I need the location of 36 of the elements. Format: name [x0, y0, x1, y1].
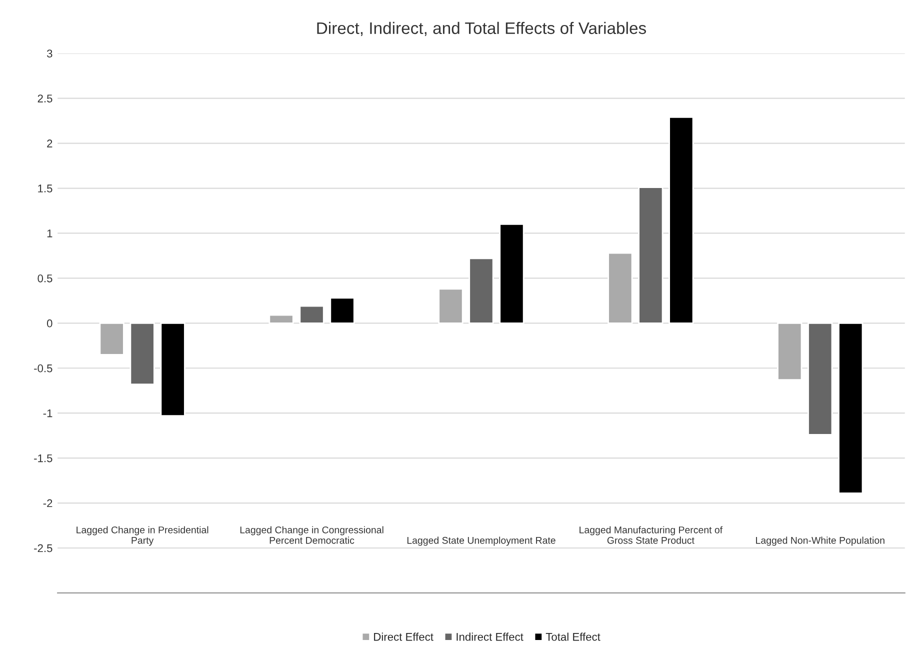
bar	[160, 322, 186, 416]
x-tick-label: Lagged Change in Presidential Party	[76, 526, 208, 546]
bar	[838, 322, 864, 494]
y-tick-label: 2	[47, 140, 52, 148]
legend-label: Indirect Effect	[456, 632, 524, 641]
bar	[268, 314, 294, 324]
legend-label: Total Effect	[546, 632, 600, 641]
y-tick-label: -1.5	[34, 454, 52, 462]
bar	[99, 322, 124, 356]
y-tick-label: -1	[43, 409, 52, 418]
y-tick-label: 0.5	[38, 274, 52, 282]
y-tick-label: -2	[43, 499, 52, 508]
legend-label: Direct Effect	[374, 632, 434, 641]
x-tick-label: Lagged Change in Congressional Percent Democratic	[240, 526, 384, 544]
bar	[130, 322, 155, 386]
y-tick-label: -0.5	[34, 364, 52, 372]
bar	[608, 252, 633, 324]
bar	[330, 297, 355, 324]
x-tick-label: Lagged State Unemployment Rate	[407, 536, 556, 546]
chart-title: Direct, Indirect, and Total Effects of Variables	[317, 22, 646, 36]
bar	[777, 322, 802, 381]
x-tick-label: Lagged Non-White Population	[756, 536, 884, 546]
bar	[468, 258, 494, 324]
bar	[299, 305, 324, 324]
y-tick-label: 1.5	[38, 184, 52, 192]
bar	[668, 116, 694, 324]
y-tick-label: 2.5	[38, 94, 52, 102]
y-tick-label: 1	[47, 230, 52, 238]
y-tick-label: 3	[46, 50, 52, 58]
y-tick-label: 0	[46, 319, 52, 328]
bar	[499, 224, 524, 324]
y-tick-label: -2.5	[34, 544, 52, 552]
x-tick-label: Lagged Manufacturing Percent of Gross State Product	[580, 526, 723, 544]
bar	[808, 322, 833, 436]
bar	[438, 288, 464, 324]
bar	[638, 186, 664, 324]
